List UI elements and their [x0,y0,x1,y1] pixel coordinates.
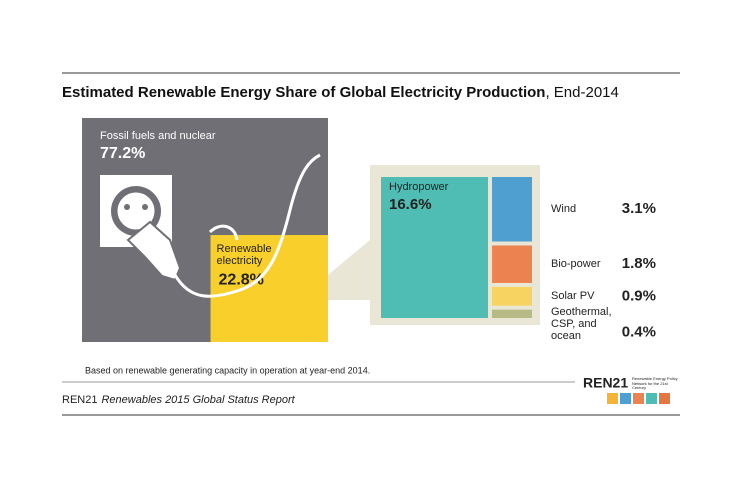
breakdown-block [492,245,532,283]
breakdown-name: Bio-power [551,258,601,270]
breakdown-block [492,309,532,318]
share-block [210,235,328,342]
breakdown-value: 16.6% [389,196,432,213]
connector [298,240,370,301]
title-suffix: , End-2014 [545,84,618,101]
plug-icon [100,153,321,298]
breakdown-name: Wind [551,203,576,215]
logo-tagline-box: Renewable Energy Policy Network for the … [632,377,678,390]
note: Based on renewable generating capacity i… [85,365,370,375]
breakdown-name-box: Geothermal, CSP, and ocean [551,306,612,343]
breakdown-block [381,177,489,318]
logo-tagline: Renewable Energy Policy Network for the … [632,377,678,390]
breakdown-value: 1.8% [622,255,656,272]
breakdown-block [492,286,532,306]
breakdown-value: 0.9% [622,287,656,304]
share-name: Fossil fuels and nuclear [100,130,216,142]
source: REN21 Renewables 2015 Global Status Repor… [62,394,296,406]
share-name: Renewable electricity [216,243,272,268]
chart-title: Estimated Renewable Energy Share of Glob… [62,84,619,101]
title-main: Estimated Renewable Energy Share of Glob… [62,84,545,101]
breakdown-block [492,177,532,242]
breakdown-value: 0.4% [622,323,656,340]
source-org: REN21 [62,394,97,406]
breakdown-value: 3.1% [622,200,656,217]
logo-icons [607,393,670,404]
main-area: Fossil fuels and nuclear 77.2% Renewable e… [82,118,656,343]
breakdown-name: Hydropower [389,181,449,193]
breakdown-name: Solar PV [551,290,595,302]
share-value: 77.2% [100,145,145,162]
logo: REN21 [583,375,628,391]
source-title: Renewables 2015 Global Status Report [101,394,295,406]
share-label-box: Renewable electricity [216,243,272,268]
breakdown-name: Geothermal, CSP, and ocean [551,306,612,343]
